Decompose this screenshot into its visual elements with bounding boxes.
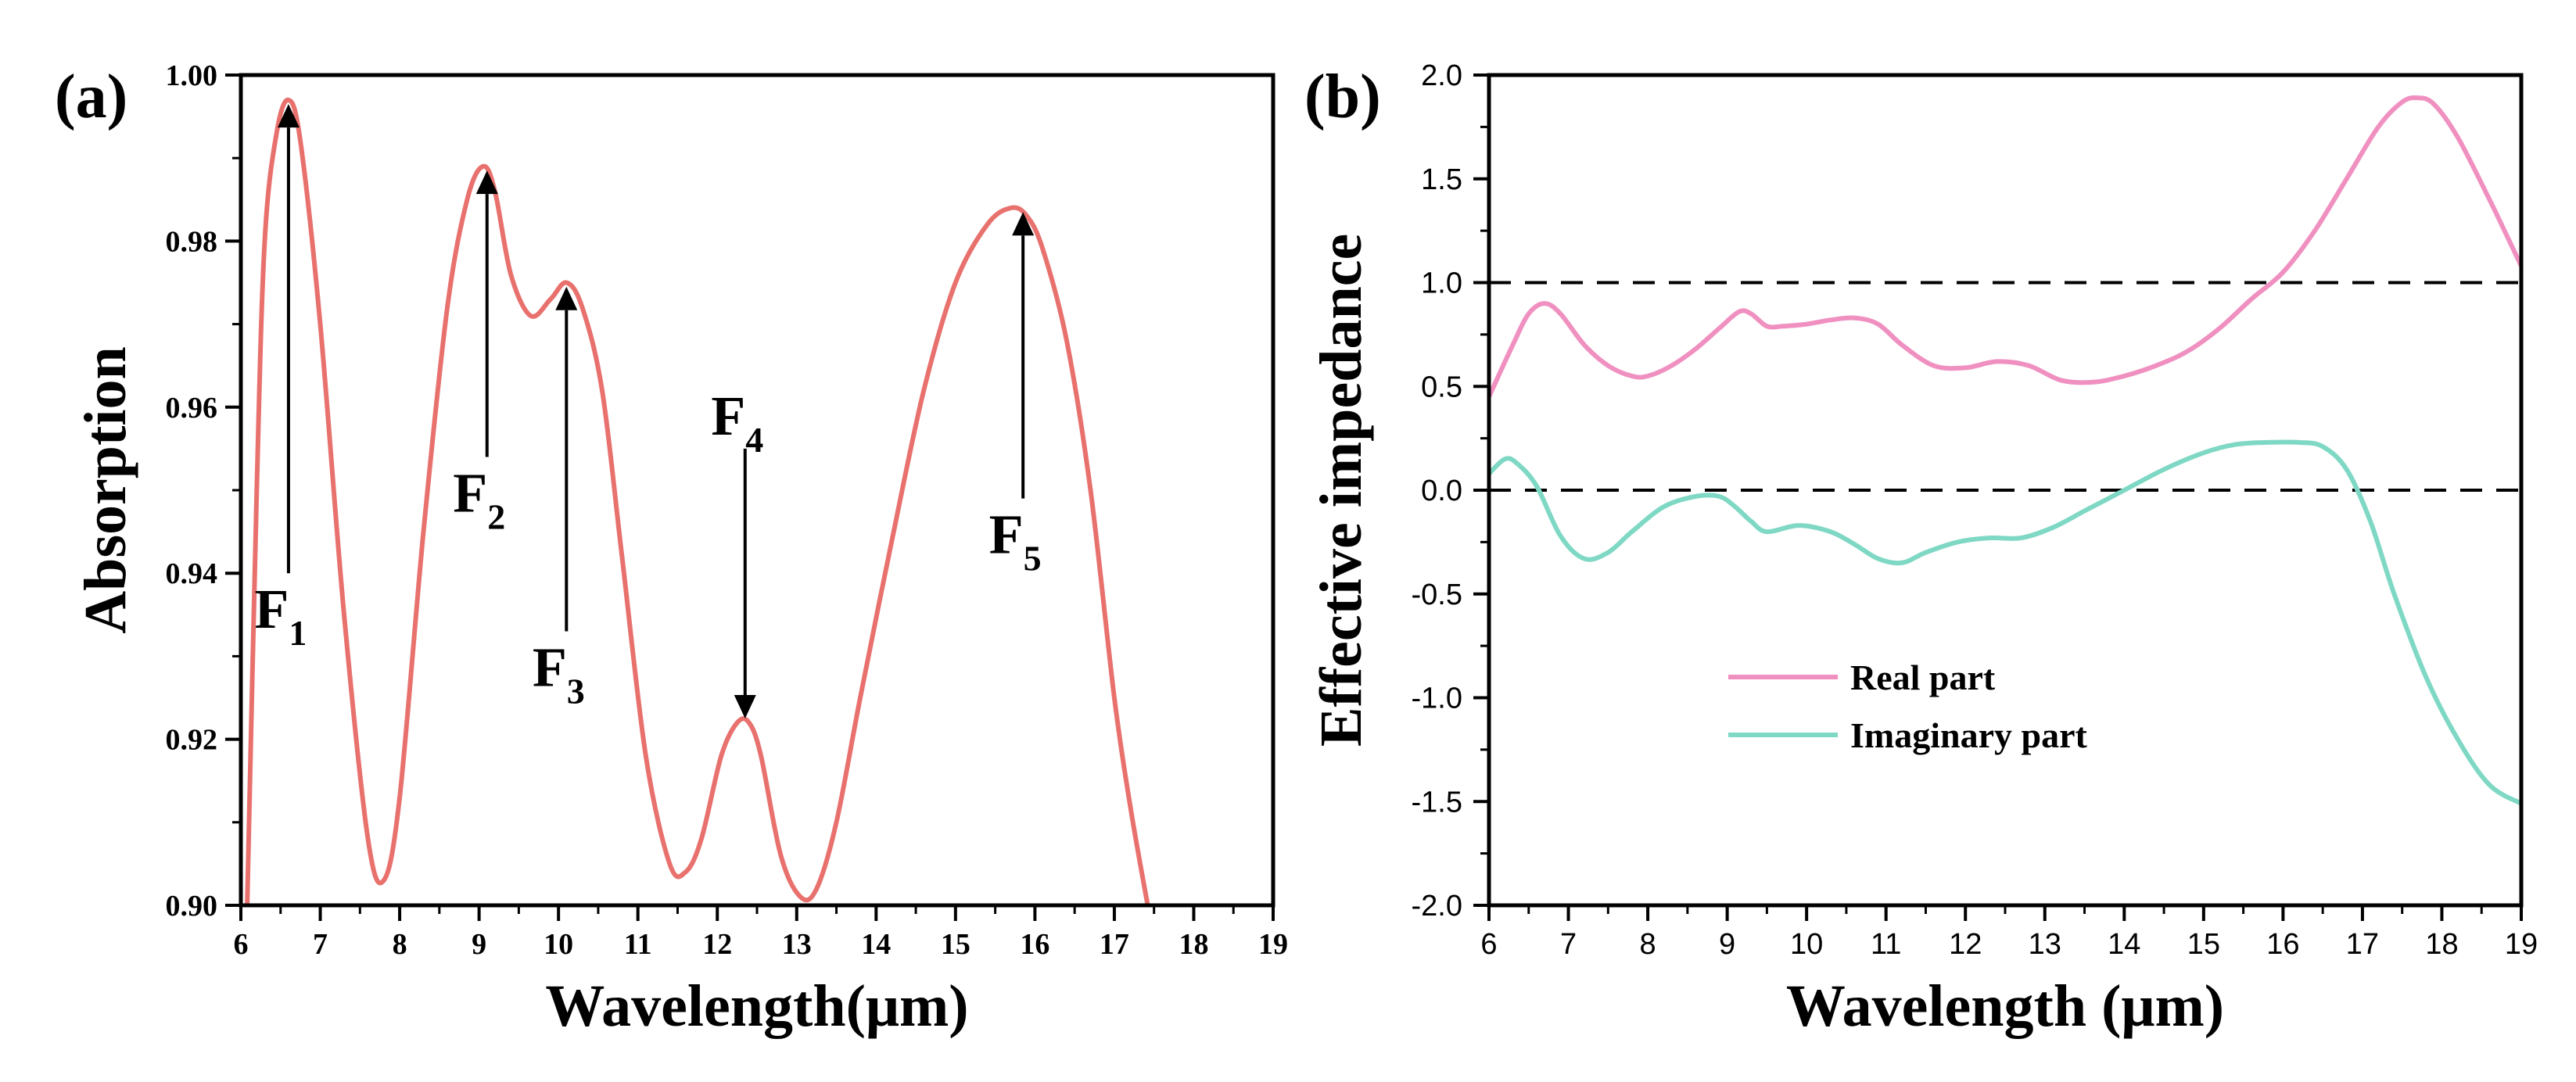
a-x-tick-label: 11 [624,928,652,961]
annotation-f3: F3 [533,636,585,711]
annotation-f4: F4 [711,385,763,460]
a-y-tick-label: 0.98 [166,225,218,258]
imaginary-part-series-line [1487,439,2523,806]
a-x-tick-label: 7 [313,928,328,961]
b-y-tick-label: -1.5 [1412,786,1462,819]
b-x-tick-label: 19 [2505,928,2538,961]
b-y-tick-label: -2.0 [1412,890,1462,923]
panel-b-label: (b) [1304,63,1381,131]
a-x-tick-label: 8 [393,928,407,961]
b-y-tick-label: -0.5 [1412,579,1462,611]
a-x-tick-label: 13 [782,928,812,961]
panel-b-x-axis-title: Wavelength (μm) [1786,973,2224,1039]
b-y-tick-label: 0.5 [1421,371,1462,403]
b-x-tick-label: 7 [1560,928,1577,961]
a-y-tick-label: 0.94 [166,557,218,590]
panel-a-y-axis-title: Absorption [73,346,138,633]
arrowhead-f1 [277,104,300,128]
a-x-tick-label: 9 [472,928,486,961]
b-x-tick-label: 10 [1790,928,1823,961]
annotation-f1: F1 [254,578,307,653]
legend-real-label: Real part [1850,657,1996,697]
a-x-tick-label: 10 [544,928,573,961]
panel-a-x-axis-title: Wavelength(μm) [545,973,968,1039]
panel-b-y-axis-title: Effective impedance [1308,234,1374,747]
b-x-tick-label: 13 [2029,928,2061,961]
a-y-tick-label: 1.00 [166,59,218,92]
a-x-tick-label: 16 [1020,928,1049,961]
a-x-tick-label: 17 [1100,928,1129,961]
b-x-tick-label: 17 [2346,928,2379,961]
panel-a-plot-frame [239,73,1275,908]
arrowhead-f4 [734,695,756,719]
b-x-tick-label: 6 [1480,928,1497,961]
absorption-series-line [245,97,1150,906]
real-part-series-line [1487,95,2524,398]
b-x-tick-label: 12 [1949,928,1982,961]
a-x-tick-label: 15 [941,928,970,961]
a-y-tick-label: 0.90 [166,890,218,923]
b-y-tick-label: -1.0 [1412,683,1462,715]
b-y-tick-label: 1.0 [1421,267,1462,300]
b-y-tick-label: 1.5 [1421,163,1462,196]
panel-b: (b) 6 7 8 9 10 11 12 13 14 15 16 17 18 19 2.0 1.5 1.0 0.… [1304,59,2538,1039]
arrowhead-f2 [475,170,498,195]
arrowhead-f5 [1012,212,1035,236]
a-x-tick-label: 18 [1179,928,1208,961]
b-y-tick-label: 0.0 [1421,475,1462,507]
b-x-tick-label: 11 [1871,928,1901,961]
b-x-tick-label: 15 [2187,928,2220,961]
a-y-tick-label: 0.96 [166,392,218,425]
a-y-tick-label: 0.92 [166,724,218,757]
b-y-tick-label: 2.0 [1421,59,1462,92]
annotation-f5: F5 [989,503,1042,579]
b-x-tick-label: 14 [2108,928,2140,961]
legend: Real part Imaginary part [1728,657,2088,755]
b-x-tick-label: 18 [2425,928,2458,961]
a-x-tick-label: 6 [234,928,249,961]
b-x-tick-label: 8 [1640,928,1656,961]
a-x-tick-label: 19 [1258,928,1288,961]
b-x-tick-label: 16 [2266,928,2299,961]
a-x-tick-label: 12 [702,928,732,961]
legend-imaginary-label: Imaginary part [1850,715,2088,755]
annotation-f2: F2 [453,462,505,537]
arrowhead-f3 [555,286,578,310]
b-x-tick-label: 9 [1719,928,1735,961]
a-x-tick-label: 14 [861,928,891,961]
panel-a-label: (a) [55,63,127,131]
